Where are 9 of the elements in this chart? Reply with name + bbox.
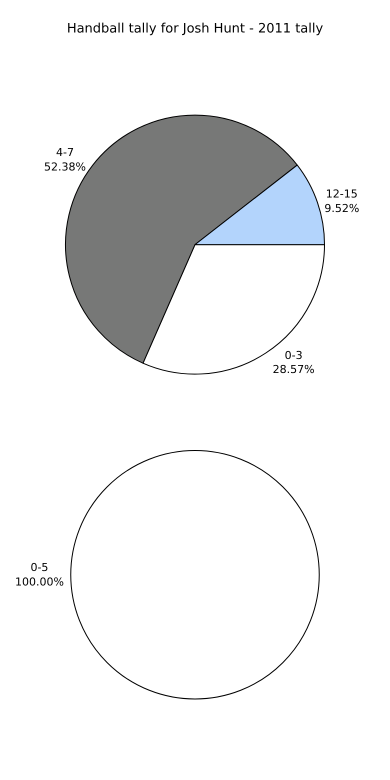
data-label: 9.52% xyxy=(324,202,360,215)
data-label: 28.57% xyxy=(272,363,315,376)
slice-label: 4-7 xyxy=(56,146,74,160)
data-label: 100.00% xyxy=(14,575,64,588)
slice-label: 0-3 xyxy=(284,348,303,362)
slice-label: 12-15 xyxy=(326,187,358,200)
chart-title: Handball tally for Josh Hunt - 2011 tally xyxy=(66,22,324,36)
slice-label: 0-5 xyxy=(30,561,48,574)
data-label: 52.38% xyxy=(44,160,86,174)
